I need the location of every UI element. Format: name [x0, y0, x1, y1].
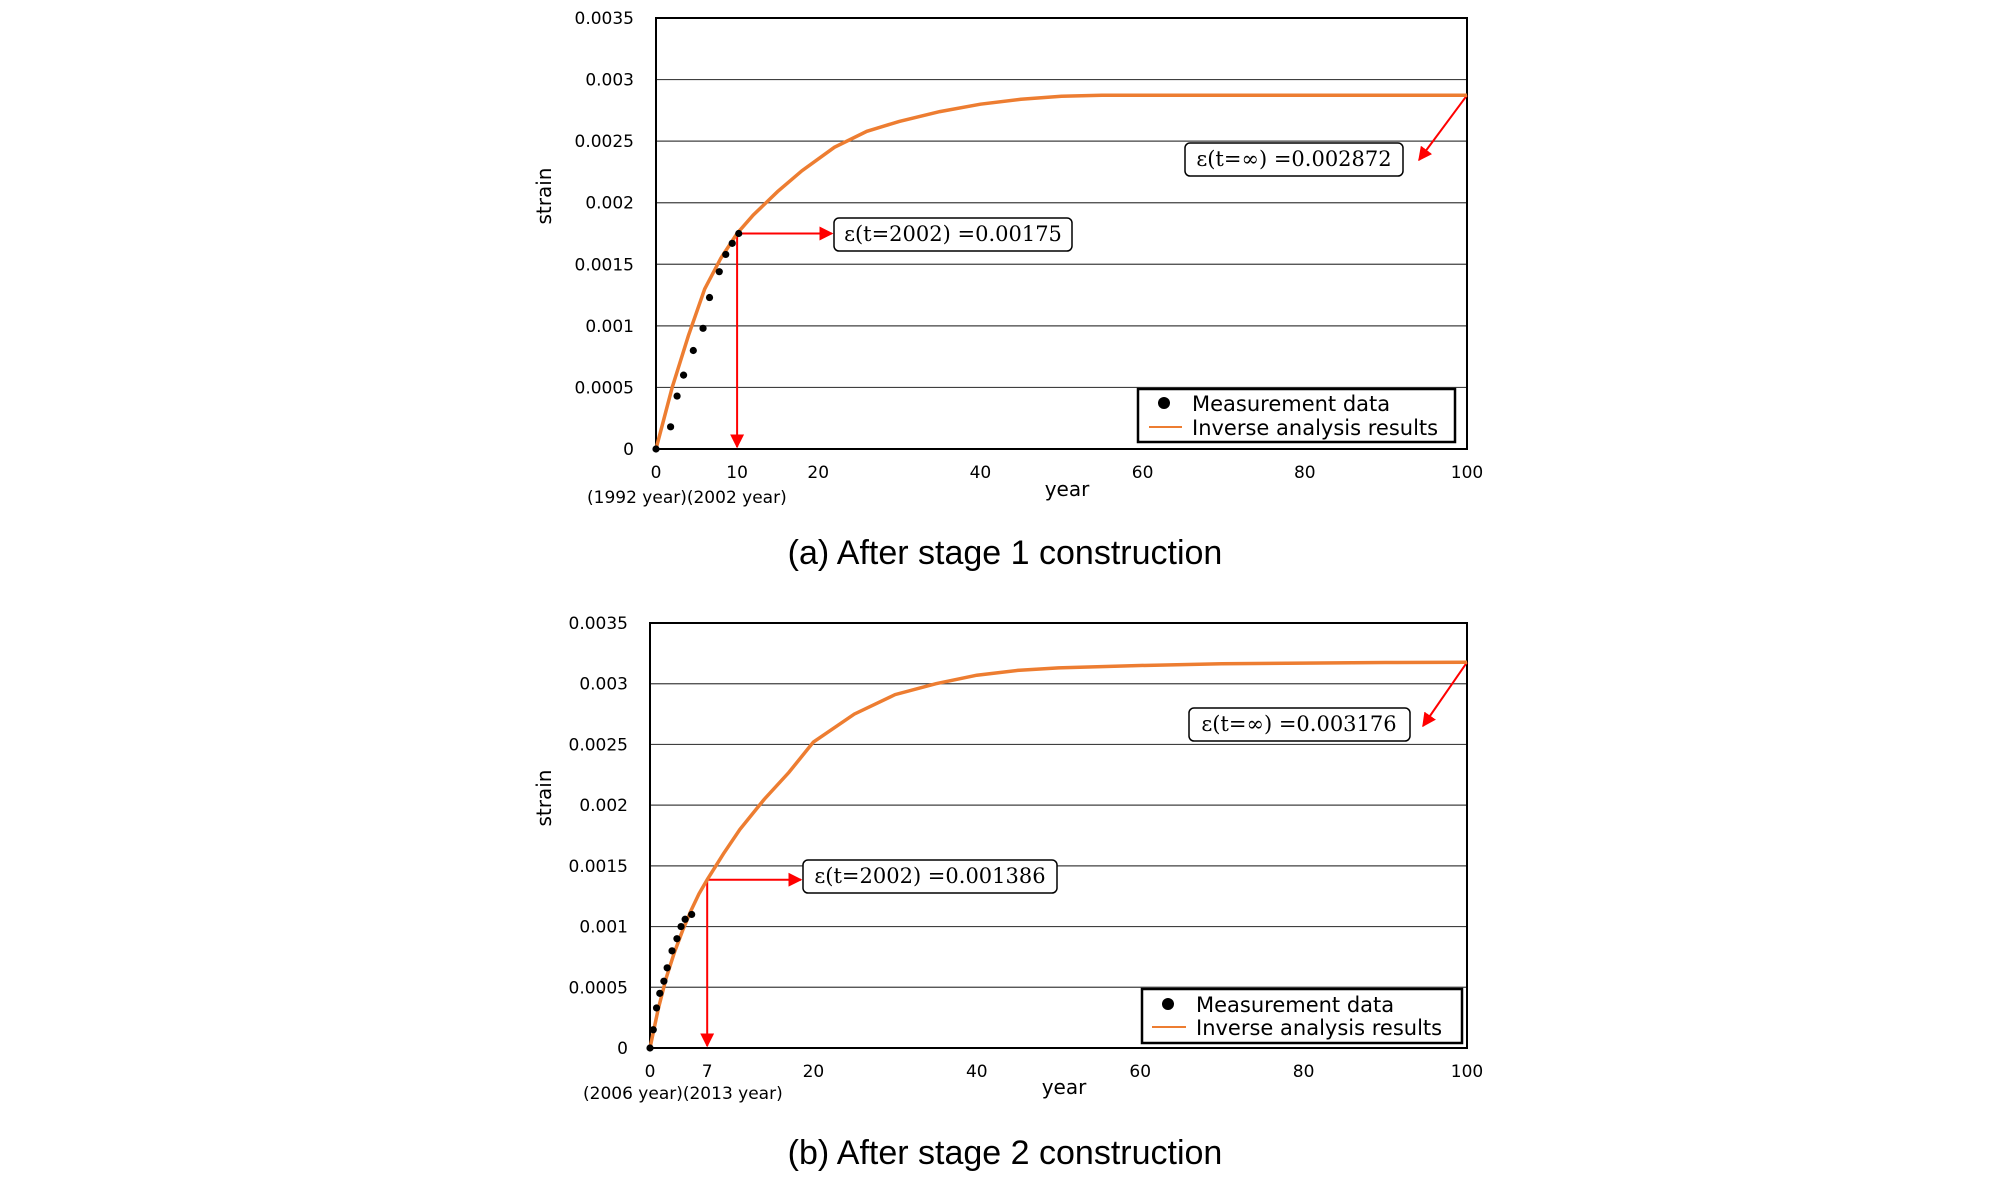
annotation-box-final: ε(t=∞) =0.003176: [1188, 707, 1411, 742]
y-tick-label: 0.002: [585, 194, 634, 214]
y-tick-label: 0.003: [585, 71, 634, 91]
arrow-to-final-label: [1422, 661, 1468, 728]
x-axis-title: year: [1042, 1075, 1087, 1099]
y-tick-label: 0.001: [585, 317, 634, 337]
inverse-analysis-curve: [648, 660, 1468, 1049]
measurement-point: [649, 1026, 657, 1034]
measurement-point: [660, 977, 668, 985]
caption-stage-1: (a) After stage 1 construction: [788, 534, 1223, 572]
x-tick-label: 0: [651, 463, 662, 483]
plot-frame: [655, 17, 1468, 450]
y-tick-label: 0.0025: [575, 132, 634, 152]
x-axis-sublabel: (2006 year)(2013 year): [583, 1084, 783, 1104]
x-axis-sublabel: (1992 year)(2002 year): [587, 488, 787, 508]
y-tick-labels: 0 0.0005 0.001 0.0015 0.002 0.0025 0.003 0.0035: [569, 614, 628, 1059]
measurement-point: [705, 293, 714, 302]
y-axis-title: strain: [532, 770, 556, 827]
y-tick-label: 0.0035: [569, 614, 628, 634]
measurement-point: [652, 445, 660, 453]
annotation-box-current: ε(t=2002) =0.001386: [802, 859, 1058, 894]
x-tick-label: 60: [1132, 463, 1154, 483]
annotation-label-current: ε(t=2002) =0.001386: [814, 864, 1045, 888]
y-tick-label: 0.0025: [569, 735, 628, 755]
x-tick-label: 80: [1294, 463, 1316, 483]
x-axis-title: year: [1045, 477, 1090, 501]
measurement-point: [666, 423, 675, 431]
gridlines: [650, 683, 1467, 988]
measurement-point: [652, 1004, 661, 1012]
y-tick-label: 0.0005: [575, 378, 634, 398]
y-tick-label: 0: [623, 440, 634, 460]
x-tick-label: 20: [803, 1062, 825, 1082]
x-tick-label: 40: [970, 463, 992, 483]
y-axis-title: strain: [532, 168, 556, 225]
measurement-point: [673, 392, 681, 400]
x-tick-label: 80: [1293, 1062, 1315, 1082]
x-tick-label: 60: [1129, 1062, 1151, 1082]
y-tick-label: 0.0005: [569, 978, 628, 998]
measurement-point: [656, 989, 664, 997]
y-tick-label: 0.0035: [575, 9, 634, 29]
annotation-label-final: ε(t=∞) =0.002872: [1196, 147, 1391, 171]
measurement-point: [715, 268, 723, 276]
measurement-point: [679, 371, 688, 379]
y-tick-label: 0.003: [579, 675, 628, 695]
x-tick-label: 0: [645, 1062, 656, 1082]
x-tick-label: 20: [807, 463, 829, 483]
legend-label-inverse: Inverse analysis results: [1192, 416, 1438, 440]
legend-label-measurement: Measurement data: [1192, 392, 1390, 416]
measurement-point: [728, 239, 736, 247]
measurement-point: [681, 915, 689, 923]
annotation-arrows: [730, 94, 1468, 449]
measurement-point: [668, 947, 676, 955]
legend-marker-measurement: [1162, 998, 1174, 1010]
measurement-points: [652, 229, 743, 453]
legend-label-measurement: Measurement data: [1196, 993, 1394, 1017]
measurement-point: [735, 229, 743, 238]
x-tick-labels: 0 7 20 40 60 80 100: [645, 1062, 1484, 1082]
annotation-label-final: ε(t=∞) =0.003176: [1201, 712, 1396, 736]
legend: Measurement data Inverse analysis result…: [1136, 387, 1457, 444]
legend-label-inverse: Inverse analysis results: [1196, 1016, 1442, 1040]
annotation-box-final: ε(t=∞) =0.002872: [1184, 142, 1404, 177]
measurement-point: [689, 346, 697, 355]
y-tick-labels: 0 0.0005 0.001 0.0015 0.002 0.0025 0.003 0.0035: [575, 9, 634, 460]
measurement-point: [663, 964, 671, 972]
x-tick-labels: 0 10 20 40 60 80 100: [651, 463, 1484, 483]
legend: Measurement data Inverse analysis result…: [1140, 987, 1464, 1045]
annotation-box-current: ε(t=2002) =0.00175: [833, 217, 1073, 252]
arrow-to-final-label: [1418, 94, 1468, 162]
measurement-point: [646, 1044, 654, 1052]
measurement-point: [688, 910, 696, 919]
y-tick-label: 0.001: [579, 918, 628, 938]
measurement-point: [673, 935, 681, 943]
annotation-arrows: [700, 661, 1468, 1048]
y-tick-label: 0.0015: [575, 255, 634, 275]
chart-stage-2: 0 0.0005 0.001 0.0015 0.002 0.0025 0.003 0.0035…: [532, 614, 1483, 1172]
legend-marker-measurement: [1158, 397, 1170, 409]
chart-stage-1: 0 0.0005 0.001 0.0015 0.002 0.0025 0.003 0.0035…: [532, 9, 1483, 572]
plot-frame: [649, 622, 1468, 1049]
x-tick-label: 7: [702, 1062, 713, 1082]
measurement-point: [699, 324, 707, 332]
y-tick-label: 0: [617, 1039, 628, 1059]
measurement-points: [646, 910, 696, 1052]
x-tick-label: 100: [1451, 463, 1483, 483]
measurement-point: [677, 922, 685, 931]
y-tick-label: 0.002: [579, 796, 628, 816]
annotation-label-current: ε(t=2002) =0.00175: [844, 222, 1062, 246]
y-tick-label: 0.0015: [569, 857, 628, 877]
measurement-point: [722, 250, 730, 259]
x-tick-label: 100: [1451, 1062, 1483, 1082]
caption-stage-2: (b) After stage 2 construction: [788, 1134, 1223, 1172]
inverse-analysis-curve: [654, 93, 1467, 450]
x-tick-label: 40: [966, 1062, 988, 1082]
gridlines: [656, 78, 1467, 389]
x-tick-label: 10: [726, 463, 748, 483]
